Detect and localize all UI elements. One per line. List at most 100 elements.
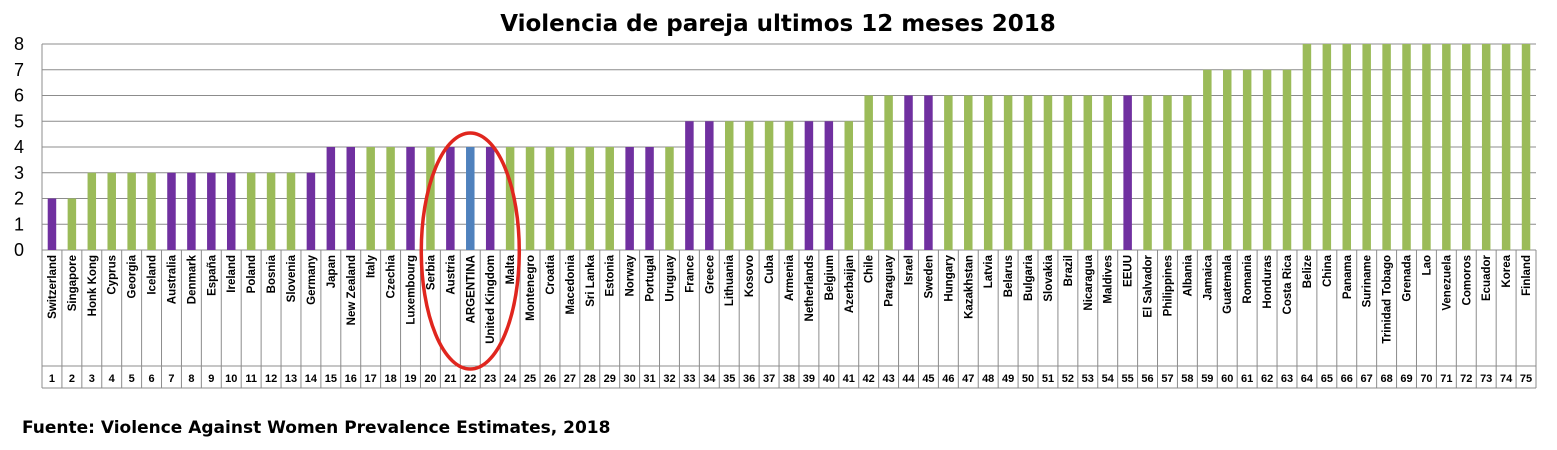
bar (1203, 69, 1212, 250)
category-label: Maldives (1103, 255, 1115, 304)
bar (1103, 95, 1112, 250)
rank-label: 9 (208, 373, 214, 385)
category-label: Slovenia (286, 254, 298, 302)
bar (1262, 69, 1272, 250)
bar (326, 147, 336, 250)
category-label: Croatia (545, 254, 557, 294)
bar (47, 198, 57, 250)
bar (1422, 44, 1431, 250)
category-label: Comoros (1461, 255, 1473, 305)
category-label: Finland (1521, 255, 1533, 296)
rank-label: 16 (345, 373, 357, 385)
source-note: Fuente: Violence Against Women Prevalenc… (22, 418, 611, 438)
y-tick-label: 8 (14, 34, 24, 54)
bar (1382, 44, 1391, 250)
y-tick-label: 0 (14, 240, 24, 260)
category-label: Chile (864, 255, 876, 283)
rank-label: 15 (325, 373, 337, 385)
bar (246, 172, 256, 250)
bar (904, 95, 913, 250)
category-label: Sri Lanka (585, 254, 597, 306)
rank-label: 27 (564, 373, 576, 385)
category-label: Denmark (186, 254, 198, 304)
category-label: Bosnia (266, 254, 278, 293)
bar (784, 121, 794, 250)
category-label: Estonia (605, 254, 617, 296)
category-label: Paraguay (884, 254, 896, 306)
category-label: Czechia (386, 254, 398, 298)
rank-label: 55 (1122, 373, 1134, 385)
rank-label: 42 (863, 373, 875, 385)
bar (804, 121, 814, 250)
rank-label: 51 (1042, 373, 1054, 385)
rank-labels: 1 2 3 4 5 6 7 8 9 10 11 12 13 14 15 16 17 18 19 20 21 22 23 24 2… (49, 373, 1532, 385)
bar (685, 121, 694, 250)
category-label: Serbia (425, 254, 437, 290)
rank-label: 54 (1102, 373, 1115, 385)
rank-label: 71 (1440, 373, 1452, 385)
y-tick-label: 3 (14, 163, 24, 183)
bar (127, 172, 136, 250)
rank-label: 20 (424, 373, 436, 385)
category-label: Sweden (923, 255, 935, 298)
bar (545, 147, 555, 250)
rank-label: 53 (1082, 373, 1094, 385)
rank-label: 3 (89, 373, 95, 385)
category-label: Macedonia (565, 254, 577, 314)
category-label: New Zealand (346, 255, 358, 325)
category-label: Portugal (645, 255, 657, 302)
rank-label: 50 (1022, 373, 1034, 385)
category-label: Bulgaria (1023, 254, 1035, 301)
bar (1282, 69, 1292, 250)
rank-label: 31 (643, 373, 655, 385)
bar (1342, 44, 1352, 250)
category-label: Montenegro (525, 255, 537, 321)
bar (1043, 95, 1053, 250)
rank-label: 60 (1221, 373, 1233, 385)
category-label: France (684, 255, 696, 293)
rank-label: 45 (922, 373, 934, 385)
bar (824, 121, 834, 250)
rank-label: 29 (604, 373, 616, 385)
bar (466, 147, 475, 250)
bar (306, 172, 316, 250)
category-label: Kosovo (744, 255, 756, 297)
category-label: Belarus (1003, 255, 1015, 297)
rank-label: 73 (1480, 373, 1492, 385)
bar (1183, 95, 1192, 250)
bar (605, 147, 614, 250)
rank-label: 70 (1420, 373, 1432, 385)
rank-label: 4 (109, 373, 116, 385)
rank-label: 41 (843, 373, 855, 385)
bar (1402, 44, 1411, 250)
rank-label: 40 (823, 373, 835, 385)
bar (565, 147, 575, 250)
bar (585, 147, 595, 250)
category-label: Poland (246, 255, 258, 293)
bar (426, 147, 435, 250)
bar (884, 95, 893, 250)
bar (1362, 44, 1371, 250)
category-labels: Switzerland Singapore Honk Kong Cyprus Georg… (47, 254, 1533, 343)
rank-label: 19 (404, 373, 416, 385)
rank-label: 18 (384, 373, 396, 385)
bar (1023, 95, 1033, 250)
category-label: Suriname (1362, 255, 1374, 307)
bar (286, 172, 296, 250)
y-tick-label: 2 (14, 189, 24, 209)
bar (346, 147, 356, 250)
category-label: España (206, 254, 218, 296)
category-label: Austria (445, 254, 457, 294)
bar (764, 121, 774, 250)
bar (386, 147, 395, 250)
category-label: China (1322, 254, 1334, 287)
category-label: Cuba (764, 254, 776, 283)
category-label: Brazil (1063, 255, 1075, 286)
category-label: Kazakhstan (963, 255, 975, 319)
rank-label: 26 (544, 373, 556, 385)
category-label: Luxembourg (406, 255, 418, 325)
category-label: Slovakia (1043, 254, 1055, 301)
bar (107, 172, 116, 250)
rank-label: 6 (148, 373, 154, 385)
rank-label: 49 (1002, 373, 1014, 385)
